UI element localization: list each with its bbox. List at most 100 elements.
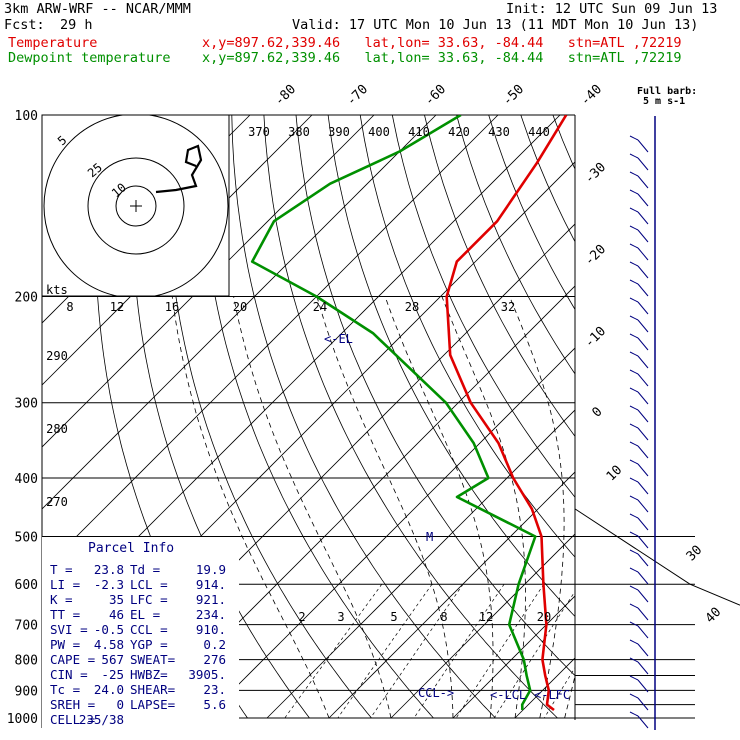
- wind-barb: [629, 621, 639, 627]
- parcel-value: 23.8: [94, 562, 124, 577]
- parcel-value: 234.: [196, 607, 226, 622]
- parcel-info-box: Parcel Info T = 23.8 Td = 19.9 LI = -2.3 LCL = 9…: [42, 537, 239, 728]
- model-title: 3km ARW-WRF -- NCAR/MMM: [4, 1, 191, 17]
- isotherm-label: -80: [272, 82, 299, 109]
- parcel-key: K =: [50, 592, 73, 607]
- mixing-ratio-label: 12: [479, 610, 493, 624]
- wind-barb: [637, 643, 649, 657]
- pressure-label: 100: [15, 109, 38, 124]
- theta-label: 430: [488, 125, 510, 139]
- parcel-key: HWBZ=: [130, 667, 168, 682]
- parcel-key: SWEAT=: [130, 652, 175, 667]
- theta-label: 280: [46, 422, 68, 436]
- wind-barb: [637, 679, 649, 693]
- wind-barb: [637, 445, 649, 459]
- parcel-key: SVI =: [50, 622, 88, 637]
- wind-barb: [637, 427, 649, 441]
- wind-barb: [629, 693, 639, 699]
- wind-barb: [637, 553, 649, 567]
- isotherm-line: [204, 347, 575, 719]
- wind-barb: [637, 391, 649, 405]
- isotherm-line: [514, 657, 575, 719]
- parcel-key: Td =: [130, 562, 160, 577]
- wind-barb: [629, 639, 639, 645]
- wind-barb: [629, 333, 639, 339]
- dry-adiabat: [199, 115, 434, 719]
- parcel-key: CAPE =: [50, 652, 95, 667]
- lfc-marker: <-LFC: [534, 688, 570, 702]
- parcel-value: -2.3: [94, 577, 124, 592]
- dry-adiabat: [424, 115, 575, 437]
- wind-barb: [629, 387, 639, 393]
- lcl-marker: <-LCL: [490, 688, 526, 702]
- mixing-ratio-label: 8: [440, 610, 447, 624]
- isotherm-label: 30: [684, 543, 706, 565]
- wind-barb: [629, 279, 639, 285]
- speed-label: 12: [110, 300, 124, 314]
- parcel-value: 5.6: [203, 697, 226, 712]
- pressure-label: 1000: [7, 712, 38, 727]
- isotherm-label: -30: [582, 160, 609, 187]
- wind-barb: [629, 513, 639, 519]
- parcel-value: 567: [101, 652, 124, 667]
- dewpoint-location: x,y=897.62,339.46 lat,lon= 33.63, -84.44…: [202, 50, 682, 66]
- wind-barb: [637, 139, 649, 153]
- parcel-value: 914.: [196, 577, 226, 592]
- dry-adiabat: [231, 115, 496, 719]
- wind-barb: [637, 193, 649, 207]
- parcel-key: LFC =: [130, 592, 168, 607]
- parcel-value: -25: [101, 667, 124, 682]
- wind-barb: [629, 477, 639, 483]
- parcel-value: 235/38: [79, 712, 124, 727]
- theta-label: 390: [328, 125, 350, 139]
- wind-barb: [637, 337, 649, 351]
- moist-adiabat: [441, 296, 526, 719]
- wind-barb: [629, 153, 639, 159]
- speed-label: 20: [233, 300, 247, 314]
- theta-label: 400: [368, 125, 390, 139]
- parcel-key: LCL =: [130, 577, 168, 592]
- mixing-ratio-line: [455, 584, 545, 719]
- parcel-value: 23.: [203, 682, 226, 697]
- moist-adiabat: [233, 296, 392, 719]
- parcel-key: PW =: [50, 637, 80, 652]
- mixing-ratio-line: [493, 590, 575, 719]
- dry-adiabat: [488, 115, 575, 311]
- wind-barb: [637, 175, 649, 189]
- isotherm-line: [266, 409, 575, 719]
- wind-barb: [637, 697, 649, 711]
- wind-barb: [629, 315, 639, 321]
- wind-barb: [629, 531, 639, 537]
- wind-barb: [637, 211, 649, 225]
- wind-barb: [637, 265, 649, 279]
- parcel-key: Tc =: [50, 682, 80, 697]
- dry-adiabat: [552, 115, 575, 171]
- wind-barb: [629, 423, 639, 429]
- pressure-label: 300: [15, 397, 38, 412]
- parcel-key: SREH =: [50, 697, 95, 712]
- mixing-ratio-label: 3: [337, 610, 344, 624]
- wind-barb: [629, 261, 639, 267]
- parcel-info-bg: [42, 537, 239, 728]
- frame-diagonal: [574, 508, 740, 606]
- wind-barb: [629, 459, 639, 465]
- mixing-ratio-line: [337, 583, 433, 719]
- barb-legend-units: 5 m s-1: [643, 96, 685, 107]
- isotherm-label: 40: [703, 605, 725, 627]
- pressure-label: 700: [15, 619, 38, 634]
- isotherm-label: -10: [582, 324, 609, 351]
- moist-adiabat: [564, 674, 575, 719]
- wind-barb: [637, 715, 649, 729]
- wind-barb: [637, 319, 649, 333]
- dry-adiabat: [327, 115, 575, 618]
- wind-barb: [637, 571, 649, 585]
- wind-barb: [637, 661, 649, 675]
- wind-barb: [637, 247, 649, 261]
- mixing-ratio-label: 5: [390, 610, 397, 624]
- wind-barb: [637, 373, 649, 387]
- dewpoint-trace: [250, 115, 537, 711]
- wind-barb: [629, 189, 639, 195]
- wind-barb: [637, 301, 649, 315]
- isotherm-line: [328, 471, 575, 719]
